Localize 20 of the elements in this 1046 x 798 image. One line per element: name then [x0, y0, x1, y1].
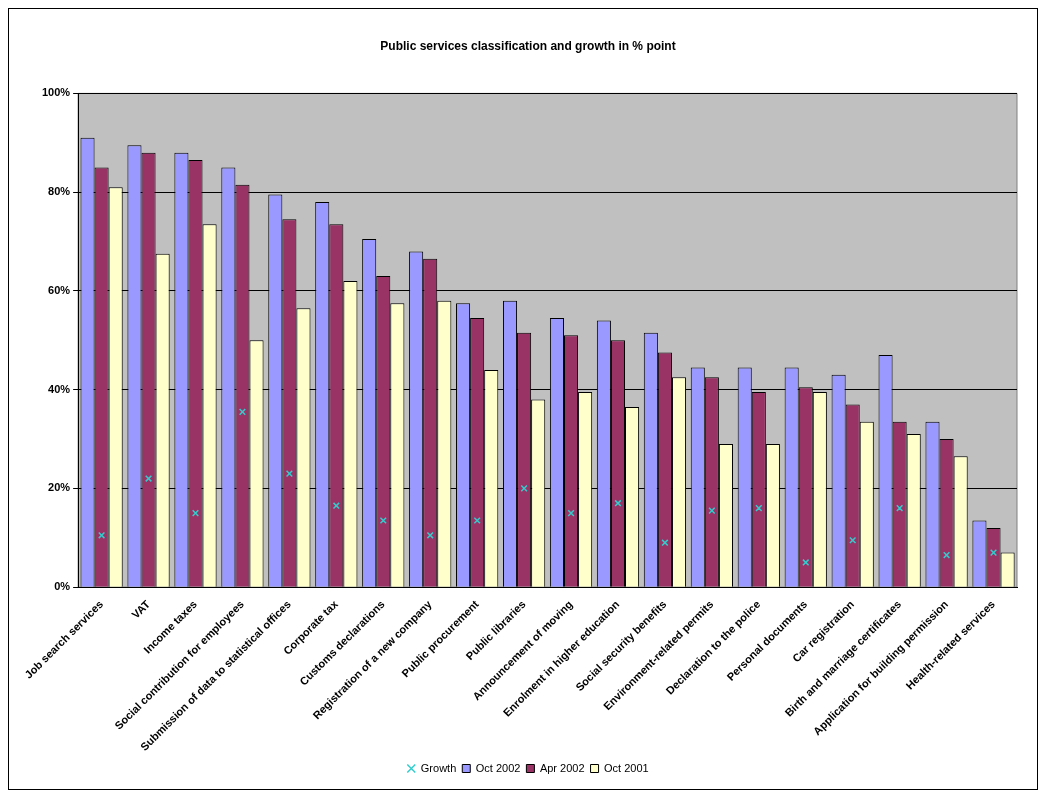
- point: [285, 470, 293, 478]
- point: [755, 504, 763, 512]
- y-tick-label: 60%: [48, 283, 71, 296]
- y-tick-label: 0%: [54, 580, 71, 593]
- legend-label: Oct 2001: [604, 761, 649, 774]
- point: [567, 509, 575, 517]
- chart-title: Public services classification and growth in % point: [380, 38, 676, 53]
- point: [943, 551, 951, 559]
- point: [191, 509, 200, 517]
- point: [989, 549, 998, 557]
- y-tick-label: 80%: [48, 185, 71, 198]
- legend-label: Oct 2002: [475, 761, 521, 774]
- y-tick-label: 40%: [48, 382, 71, 395]
- y-tick-label: 20%: [48, 481, 71, 494]
- point: [332, 502, 340, 510]
- y-tick-label: 100%: [41, 86, 71, 99]
- point: [144, 474, 153, 483]
- legend-label: Apr 2002: [539, 761, 585, 774]
- x-tick-label: VAT: [129, 597, 153, 621]
- legend-label: Growth: [420, 761, 457, 774]
